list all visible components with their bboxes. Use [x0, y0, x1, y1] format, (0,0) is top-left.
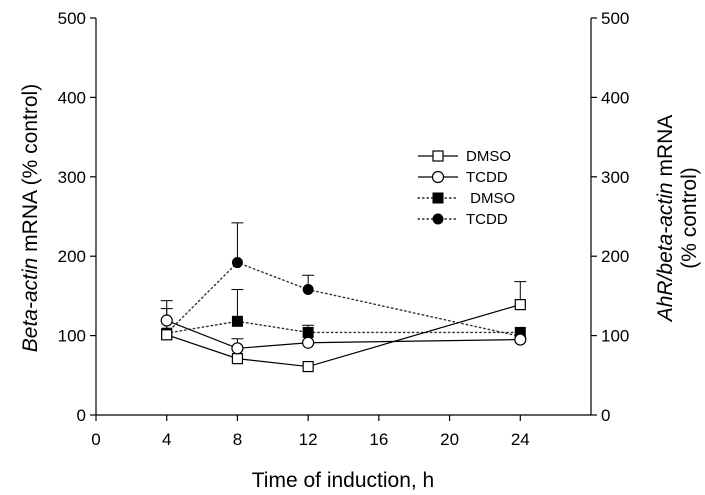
series-3: [161, 222, 526, 342]
legend-entry: TCDD: [418, 169, 508, 186]
left-y-tick-label: 500: [58, 9, 86, 28]
left-y-tick-label: 0: [77, 406, 86, 425]
legend-label: DMSO: [466, 190, 515, 207]
x-tick-label: 4: [162, 430, 171, 449]
plot-frame: [95, 18, 592, 416]
left-y-tick-label: 300: [58, 168, 86, 187]
series-layer: [160, 222, 527, 373]
left-y-tick-label: 100: [58, 327, 86, 346]
legend-marker: [432, 213, 444, 225]
x-tick-label: 20: [440, 430, 459, 449]
left-y-axis-ticks: 0 100 200 300 400 500: [58, 9, 96, 425]
x-tick-label: 12: [299, 430, 318, 449]
data-point: [231, 315, 243, 327]
legend-marker: [431, 170, 445, 184]
legend-label: TCDD: [466, 211, 508, 228]
data-point: [302, 284, 314, 296]
legend-label: TCDD: [466, 169, 508, 186]
data-point: [161, 329, 173, 341]
right-y-tick-label: 300: [601, 168, 629, 187]
data-point: [514, 333, 527, 346]
left-y-axis-title: Beta-actin mRNA (% control): [19, 84, 42, 352]
x-tick-label: 24: [511, 430, 530, 449]
right-y-tick-label: 400: [601, 88, 629, 107]
x-tick-label: 0: [91, 430, 100, 449]
legend-entry: DMSO: [417, 190, 515, 207]
x-tick-label: 16: [369, 430, 388, 449]
legend: DMSO TCDD DMSO TCDD: [417, 148, 515, 228]
x-tick-label: 8: [233, 430, 242, 449]
right-y-axis-title-rest: mRNA: [654, 115, 677, 183]
right-y-tick-label: 200: [601, 247, 629, 266]
right-y-axis-title: AhR/beta-actin mRNA: [654, 115, 677, 324]
series-0: [160, 281, 527, 373]
right-y-axis-title-line2: (% control): [678, 167, 701, 269]
data-point: [302, 360, 314, 373]
right-y-axis-ticks: 0 100 200 300 400 500: [591, 9, 629, 425]
data-point: [514, 299, 526, 311]
data-point: [302, 336, 315, 349]
legend-marker: [432, 192, 444, 204]
series-line: [166, 261, 521, 338]
x-axis-title: Time of induction, h: [252, 469, 434, 492]
series-line: [166, 304, 521, 368]
right-y-tick-label: 0: [601, 406, 610, 425]
legend-label: DMSO: [466, 148, 511, 165]
left-y-tick-label: 200: [58, 247, 86, 266]
right-y-axis-title-italic: AhR/beta-actin: [654, 182, 677, 323]
right-y-tick-label: 100: [601, 327, 629, 346]
legend-entry: TCDD: [417, 211, 508, 228]
left-y-axis-title-rest: mRNA (% control): [19, 84, 42, 258]
left-y-tick-label: 400: [58, 88, 86, 107]
right-y-tick-label: 500: [601, 9, 629, 28]
legend-marker: [432, 150, 444, 162]
x-axis-ticks: 0 4 8 12 16 20 24: [91, 415, 530, 449]
data-point: [231, 342, 244, 355]
series-line: [166, 319, 521, 349]
data-point: [160, 314, 173, 327]
data-point: [231, 257, 243, 269]
data-point: [231, 353, 244, 365]
series-line: [166, 320, 521, 334]
series-1: [160, 300, 527, 355]
left-y-axis-title-italic: Beta-actin: [19, 258, 42, 353]
legend-entry: DMSO: [418, 148, 511, 165]
